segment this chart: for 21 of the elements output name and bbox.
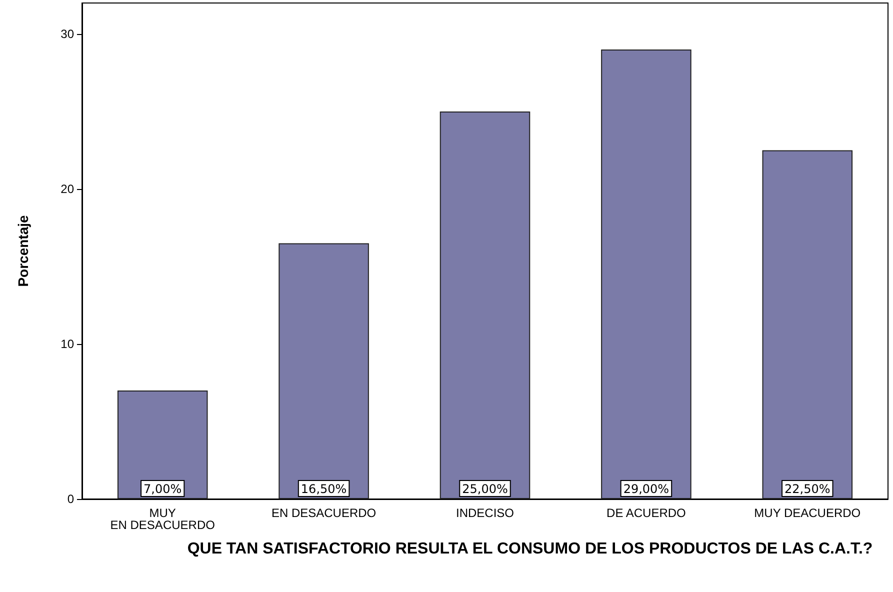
- x-tick-label: MUY EN DESACUERDO: [110, 506, 215, 532]
- y-axis-title: Porcentaje: [15, 214, 31, 287]
- bar: [440, 112, 530, 499]
- x-tick-label: EN DESACUERDO: [271, 506, 376, 520]
- bar: [762, 150, 853, 499]
- y-tick-label: 20: [60, 182, 74, 196]
- x-tick-label: DE ACUERDO: [606, 506, 686, 520]
- bar: [117, 390, 208, 499]
- bar: [278, 243, 369, 499]
- data-label: 22,50%: [784, 482, 830, 496]
- data-label: 7,00%: [144, 482, 182, 496]
- x-axis-title: QUE TAN SATISFACTORIO RESULTA EL CONSUMO DE LOS PRODUCTOS DE LAS C.A.T.?: [187, 540, 873, 558]
- x-tick-label: INDECISO: [456, 506, 514, 520]
- data-label: 29,00%: [623, 482, 670, 496]
- bar: [601, 50, 692, 499]
- y-tick-label: 0: [67, 492, 74, 506]
- data-label: 25,00%: [462, 482, 508, 496]
- y-tick-label: 30: [60, 27, 74, 41]
- data-label: 16,50%: [300, 482, 347, 496]
- x-tick-label: MUY DEACUERDO: [754, 506, 861, 520]
- y-tick-label: 10: [60, 337, 74, 351]
